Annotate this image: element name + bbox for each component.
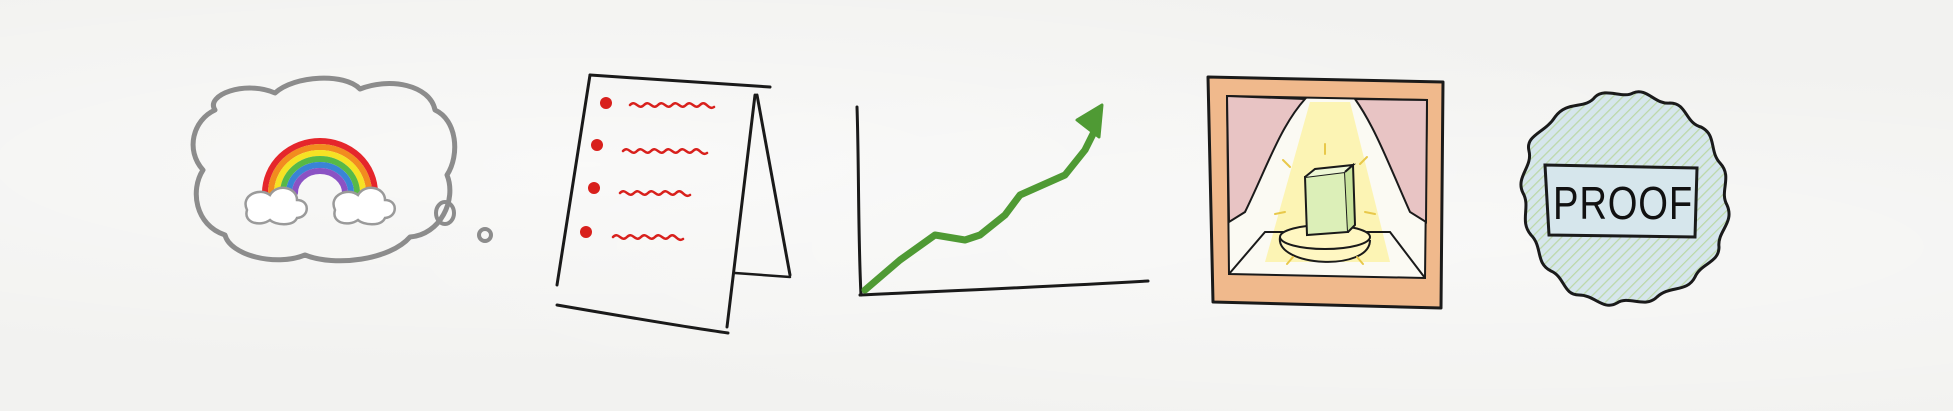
flipchart-bottom-edge [555, 303, 730, 335]
bullet-scribbles [611, 102, 716, 242]
growth-arrowhead [1075, 103, 1104, 139]
left-cloud [244, 186, 308, 226]
thought-bubble-rainbow-icon [190, 75, 493, 264]
flipchart-list-icon [555, 73, 792, 335]
bubble-outline [190, 75, 458, 264]
flipchart-back-leg [755, 93, 792, 277]
bubble-dot-small [477, 227, 493, 243]
trophy-block [1303, 170, 1350, 237]
curtain-left [1225, 94, 1308, 224]
flipchart-front-leg [725, 93, 757, 329]
curtain-right [1353, 97, 1429, 224]
flipchart-left-edge [555, 73, 592, 287]
rising-line-chart-icon [855, 103, 1150, 297]
bullet-dots [580, 97, 612, 238]
seal-label-box [1543, 163, 1699, 239]
proof-stamp-text: PROOF [1553, 177, 1693, 229]
x-axis [858, 279, 1150, 297]
bubble-dot-large [434, 200, 456, 226]
right-cloud [332, 186, 396, 226]
proof-seal-icon: PROOF [1519, 90, 1731, 307]
growth-line [861, 126, 1099, 294]
y-axis [855, 105, 863, 297]
rainbow-arcs [262, 138, 378, 196]
glow-rays [1274, 143, 1376, 265]
spotlit-stage-trophy-icon [1206, 75, 1445, 310]
